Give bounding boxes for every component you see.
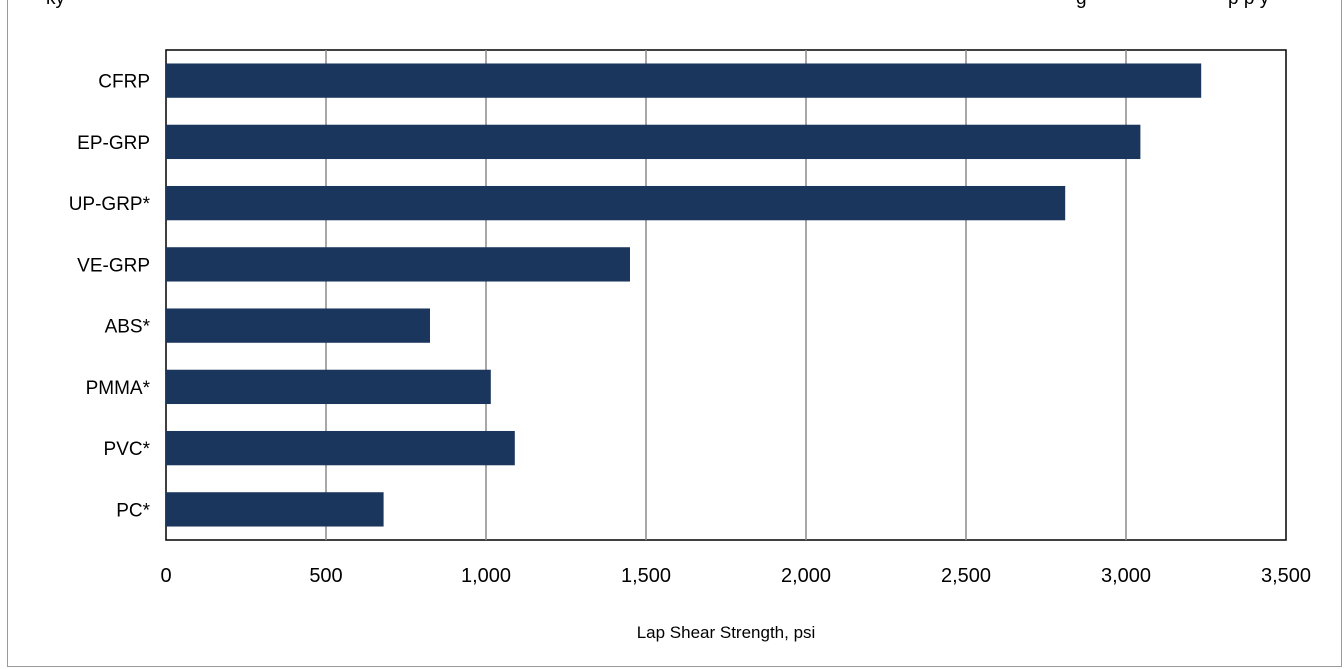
x-tick-label: 0 [160,565,171,587]
chart-frame: ky g p p y CFRP EP-GRP UP-GRP* VE-GRP ABS* PM… [7,0,1342,667]
x-axis-title: Lap Shear Strength, psi [637,623,816,642]
bar-pc [166,492,384,527]
clipped-text-right-2: p p y [1228,0,1270,9]
x-tick-label: 2,000 [781,565,831,587]
clipped-text-right: g [1076,0,1087,9]
bar-ep-grp [166,124,1141,160]
bar-abs [166,308,430,343]
x-tick-labels: 0 500 1,000 1,500 2,000 2,500 3,000 3,500 [160,565,1311,587]
bar-ve-grp [166,247,630,282]
category-label: CFRP [98,72,150,93]
clipped-text-left: ky [46,0,66,9]
bars [166,63,1202,527]
category-label: PMMA* [86,378,151,399]
x-tick-label: 500 [309,565,342,587]
category-label: PC* [116,500,150,521]
bar-cfrp [166,63,1202,98]
x-tick-label: 3,500 [1261,565,1311,587]
x-tick-label: 1,000 [461,565,511,587]
bar-chart: ky g p p y CFRP EP-GRP UP-GRP* VE-GRP ABS* PM… [46,0,1311,642]
bar-up-grp [166,185,1066,221]
x-tick-label: 3,000 [1101,565,1151,587]
category-label: UP-GRP* [69,194,151,215]
x-tick-label: 1,500 [621,565,671,587]
x-tick-label: 2,500 [941,565,991,587]
category-label: VE-GRP [77,255,150,276]
bar-pvc [166,430,515,466]
category-labels: CFRP EP-GRP UP-GRP* VE-GRP ABS* PMMA* PVC* PC* [69,72,151,522]
category-label: ABS* [105,317,151,338]
bar-pmma [166,369,491,405]
category-label: PVC* [104,439,151,460]
clipped-top-text: ky g p p y [46,0,1270,9]
category-label: EP-GRP [77,133,150,154]
plot-area [165,49,1287,541]
